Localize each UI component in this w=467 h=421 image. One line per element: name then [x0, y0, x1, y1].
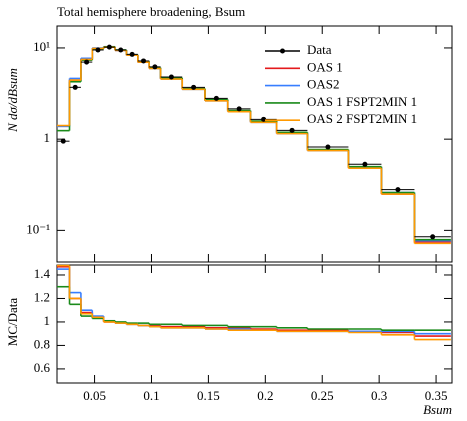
x-tick-label: 0.2	[257, 388, 273, 403]
x-tick-label: 0.05	[83, 388, 106, 403]
x-tick-label: 0.35	[425, 388, 448, 403]
data-point	[261, 116, 267, 122]
y-tick-label: 1	[44, 313, 51, 328]
data-point	[168, 74, 174, 80]
data-point	[129, 51, 135, 57]
legend-label: Data	[307, 42, 332, 57]
data-point	[395, 187, 401, 193]
data-point	[106, 44, 112, 50]
data-point	[362, 161, 368, 167]
y-tick-label: 0.6	[34, 360, 51, 375]
y-axis-label: N dσ/dBsum	[5, 68, 20, 133]
y-axis-label: MC/Data	[5, 298, 20, 347]
data-point	[84, 59, 90, 65]
ratio-frame	[56, 264, 453, 384]
chart-title: Total hemisphere broadening, Bsum	[57, 4, 245, 19]
y-tick-label: 10¹	[33, 39, 50, 54]
plot-frame	[56, 25, 453, 263]
x-tick-label: 0.15	[197, 388, 220, 403]
data-point	[141, 58, 147, 64]
data-point	[289, 127, 295, 133]
x-tick-label: 0.3	[371, 388, 387, 403]
data-point	[213, 95, 219, 101]
data-point	[325, 144, 331, 150]
y-tick-label: 0.8	[34, 336, 50, 351]
data-point	[118, 47, 124, 53]
x-tick-label: 0.1	[143, 388, 159, 403]
data-point	[60, 138, 66, 144]
x-axis-label: Bsum	[423, 402, 452, 417]
legend-marker	[280, 48, 285, 54]
data-point	[430, 234, 436, 240]
legend-label: OAS2	[307, 77, 340, 92]
y-tick-label: 1	[44, 130, 51, 145]
legend-label: OAS 1 FSPT2MIN 1	[307, 94, 417, 109]
data-point	[191, 84, 197, 90]
legend-label: OAS 1	[307, 59, 343, 74]
legend-label: OAS 2 FSPT2MIN 1	[307, 111, 417, 126]
y-tick-label: 1.4	[34, 266, 51, 281]
y-tick-label: 1.2	[34, 289, 50, 304]
x-tick-label: 0.25	[311, 388, 334, 403]
data-point	[72, 84, 78, 90]
data-point	[236, 106, 242, 112]
data-point	[95, 47, 101, 53]
data-point	[152, 64, 158, 70]
y-tick-label: 10⁻¹	[26, 221, 50, 236]
